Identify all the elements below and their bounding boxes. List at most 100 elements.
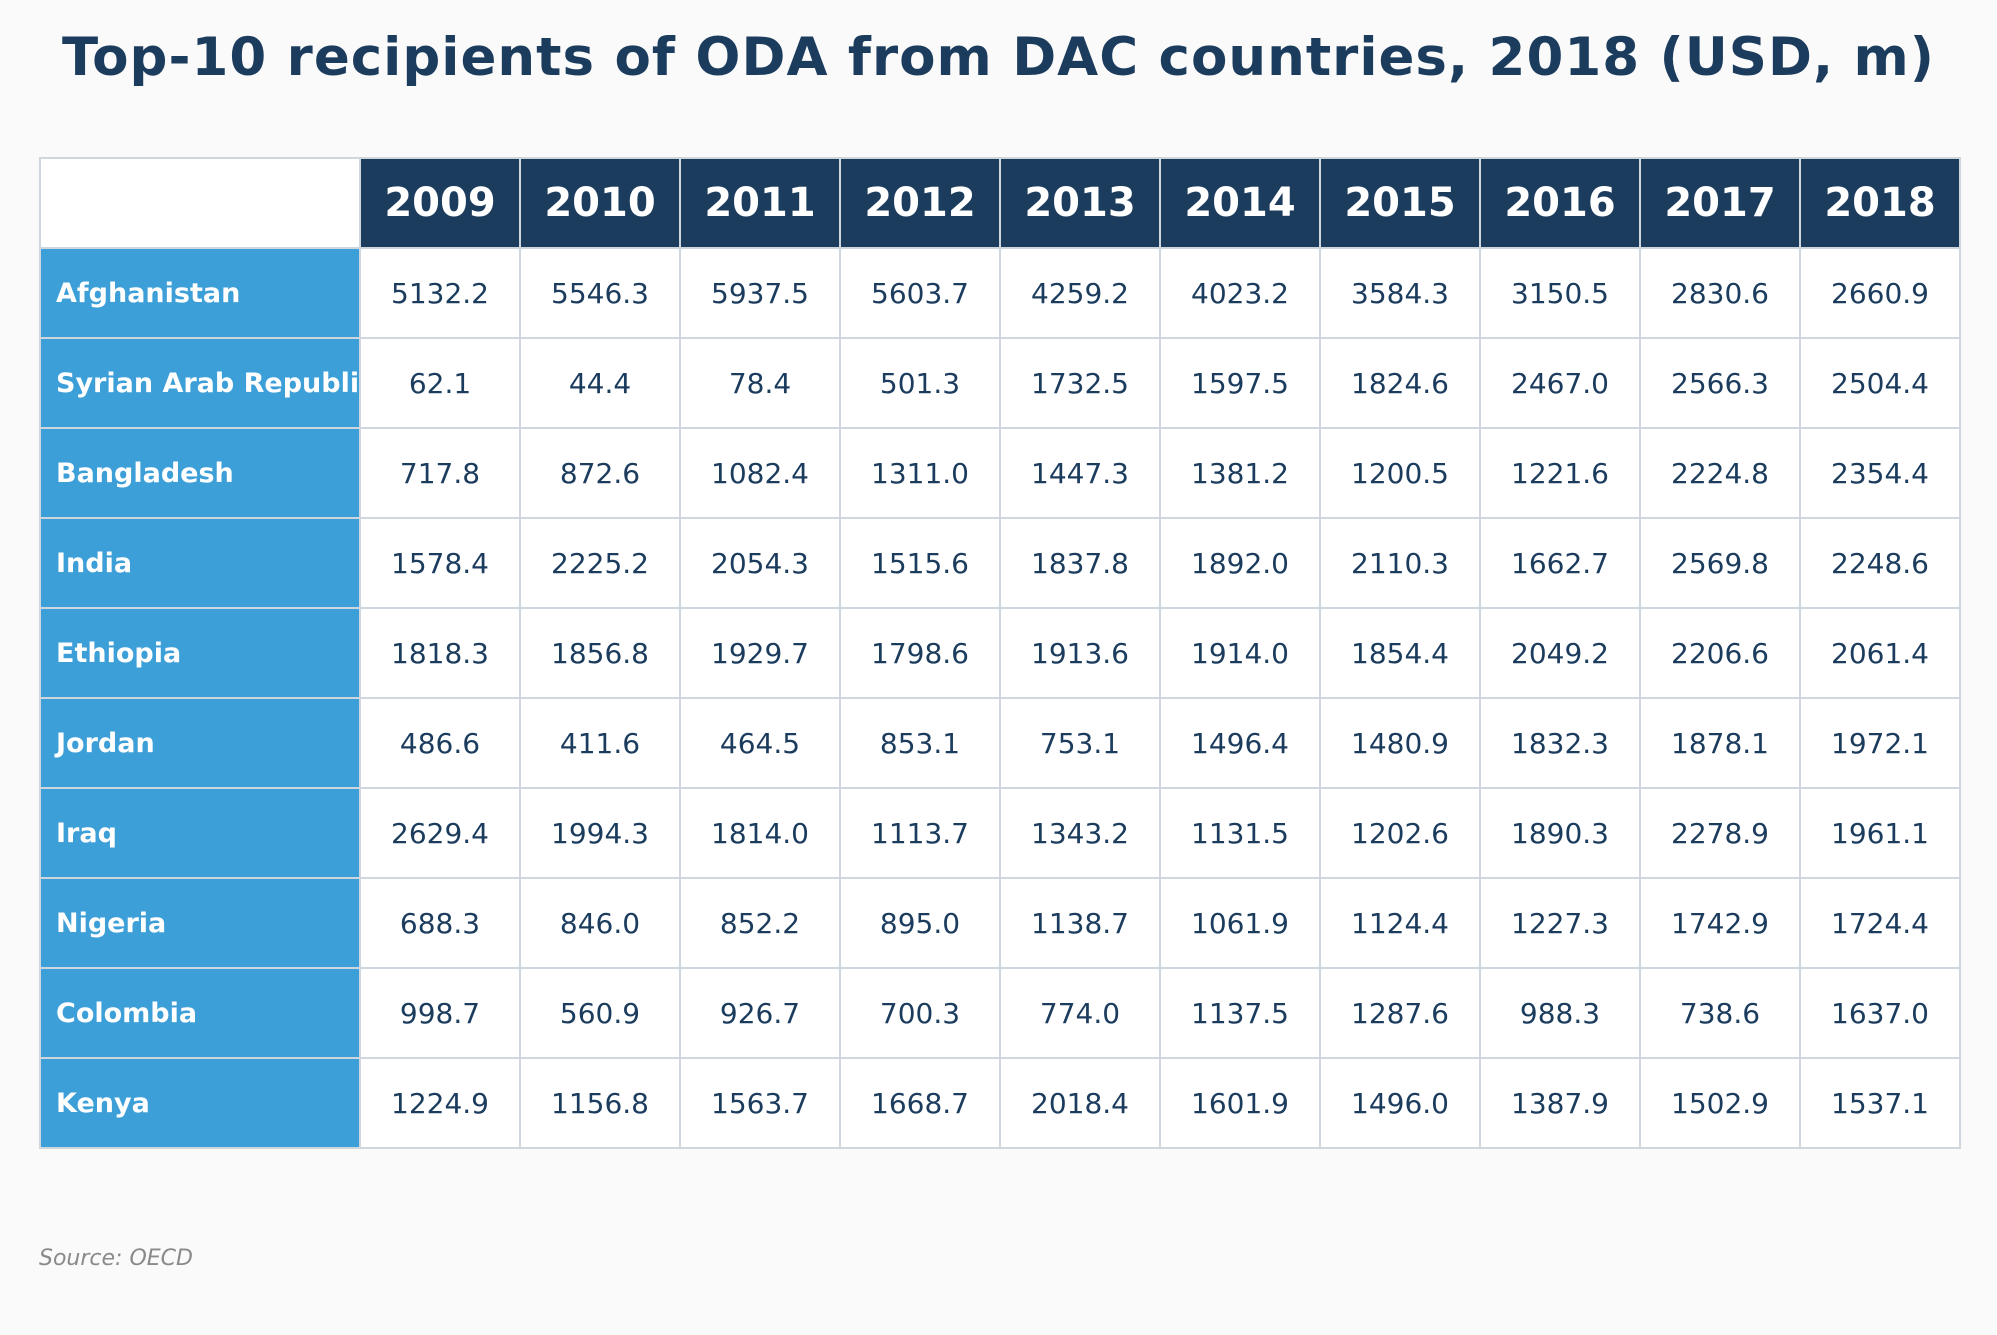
table-cell: 1563.7 <box>679 1057 841 1149</box>
table-cell: 846.0 <box>519 877 681 969</box>
table-cell: 464.5 <box>679 697 841 789</box>
table-cell: 1082.4 <box>679 427 841 519</box>
table-cell: 2018.4 <box>999 1057 1161 1149</box>
table-cell: 5132.2 <box>359 247 521 339</box>
column-header-2011: 2011 <box>679 157 841 249</box>
table-cell: 4023.2 <box>1159 247 1321 339</box>
table-cell: 2248.6 <box>1799 517 1961 609</box>
table-cell: 1156.8 <box>519 1057 681 1149</box>
table-cell: 1496.4 <box>1159 697 1321 789</box>
table-cell: 78.4 <box>679 337 841 429</box>
table-cell: 3150.5 <box>1479 247 1641 339</box>
table-cell: 1200.5 <box>1319 427 1481 519</box>
table-cell: 486.6 <box>359 697 521 789</box>
table-cell: 3584.3 <box>1319 247 1481 339</box>
table-cell: 700.3 <box>839 967 1001 1059</box>
row-label: India <box>39 517 361 609</box>
table-cell: 560.9 <box>519 967 681 1059</box>
table-cell: 1724.4 <box>1799 877 1961 969</box>
column-header-2017: 2017 <box>1639 157 1801 249</box>
table-cell: 2566.3 <box>1639 337 1801 429</box>
table-cell: 1496.0 <box>1319 1057 1481 1149</box>
table-cell: 1890.3 <box>1479 787 1641 879</box>
table-row: Iraq 2629.4 1994.3 1814.0 1113.7 1343.2 1131.5… <box>39 787 1961 879</box>
table-cell: 2225.2 <box>519 517 681 609</box>
table-cell: 988.3 <box>1479 967 1641 1059</box>
table-cell: 5603.7 <box>839 247 1001 339</box>
row-label: Bangladesh <box>39 427 361 519</box>
table-row: Bangladesh 717.8 872.6 1082.4 1311.0 1447.3 13… <box>39 427 1961 519</box>
table-cell: 853.1 <box>839 697 1001 789</box>
table-cell: 1856.8 <box>519 607 681 699</box>
table-cell: 1137.5 <box>1159 967 1321 1059</box>
column-header-2014: 2014 <box>1159 157 1321 249</box>
table-row: Ethiopia 1818.3 1856.8 1929.7 1798.6 1913.6 19… <box>39 607 1961 699</box>
table-cell: 62.1 <box>359 337 521 429</box>
table-cell: 1961.1 <box>1799 787 1961 879</box>
table-cell: 1131.5 <box>1159 787 1321 879</box>
table-cell: 738.6 <box>1639 967 1801 1059</box>
table-cell: 1138.7 <box>999 877 1161 969</box>
table-cell: 1202.6 <box>1319 787 1481 879</box>
table-cell: 1537.1 <box>1799 1057 1961 1149</box>
table-cell: 1878.1 <box>1639 697 1801 789</box>
table-cell: 1914.0 <box>1159 607 1321 699</box>
table-cell: 44.4 <box>519 337 681 429</box>
table-cell: 1113.7 <box>839 787 1001 879</box>
table-cell: 1447.3 <box>999 427 1161 519</box>
table-cell: 1837.8 <box>999 517 1161 609</box>
column-header-2012: 2012 <box>839 157 1001 249</box>
table-cell: 1597.5 <box>1159 337 1321 429</box>
table-cell: 2206.6 <box>1639 607 1801 699</box>
table-cell: 1578.4 <box>359 517 521 609</box>
table-cell: 1124.4 <box>1319 877 1481 969</box>
table-cell: 774.0 <box>999 967 1161 1059</box>
table-cell: 1814.0 <box>679 787 841 879</box>
column-header-2010: 2010 <box>519 157 681 249</box>
row-label: Iraq <box>39 787 361 879</box>
table-row: Afghanistan 5132.2 5546.3 5937.5 5603.7 4259.… <box>39 247 1961 339</box>
table-cell: 2278.9 <box>1639 787 1801 879</box>
table-cell: 5937.5 <box>679 247 841 339</box>
table-cell: 2354.4 <box>1799 427 1961 519</box>
table-cell: 2224.8 <box>1639 427 1801 519</box>
table-cell: 852.2 <box>679 877 841 969</box>
table-cell: 1994.3 <box>519 787 681 879</box>
table-cell: 2061.4 <box>1799 607 1961 699</box>
table-cell: 501.3 <box>839 337 1001 429</box>
corner-cell <box>39 157 361 249</box>
table-cell: 1221.6 <box>1479 427 1641 519</box>
table-cell: 4259.2 <box>999 247 1161 339</box>
table-cell: 926.7 <box>679 967 841 1059</box>
column-header-2016: 2016 <box>1479 157 1641 249</box>
table-cell: 2629.4 <box>359 787 521 879</box>
table-cell: 2467.0 <box>1479 337 1641 429</box>
table-cell: 717.8 <box>359 427 521 519</box>
row-label: Jordan <box>39 697 361 789</box>
table-cell: 1287.6 <box>1319 967 1481 1059</box>
row-label: Colombia <box>39 967 361 1059</box>
table-cell: 1854.4 <box>1319 607 1481 699</box>
table-cell: 2110.3 <box>1319 517 1481 609</box>
table-cell: 1637.0 <box>1799 967 1961 1059</box>
table-row: Syrian Arab Republic 62.1 44.4 78.4 501.3 173… <box>39 337 1961 429</box>
table-row: Jordan 486.6 411.6 464.5 853.1 753.1 1496.4 148… <box>39 697 1961 789</box>
table-cell: 1972.1 <box>1799 697 1961 789</box>
table-cell: 1502.9 <box>1639 1057 1801 1149</box>
table-cell: 2830.6 <box>1639 247 1801 339</box>
table-row: Kenya 1224.9 1156.8 1563.7 1668.7 2018.4 1601.… <box>39 1057 1961 1149</box>
table-cell: 1662.7 <box>1479 517 1641 609</box>
header-row: 2009 2010 2011 2012 2013 2014 2015 2016 2017 2018 <box>39 157 1961 249</box>
table-cell: 872.6 <box>519 427 681 519</box>
table-cell: 411.6 <box>519 697 681 789</box>
table-cell: 1913.6 <box>999 607 1161 699</box>
table-cell: 2049.2 <box>1479 607 1641 699</box>
table-cell: 1381.2 <box>1159 427 1321 519</box>
chart-title: Top-10 recipients of ODA from DAC countr… <box>62 27 1935 88</box>
table-cell: 1601.9 <box>1159 1057 1321 1149</box>
table-cell: 1668.7 <box>839 1057 1001 1149</box>
row-label: Afghanistan <box>39 247 361 339</box>
table-cell: 1892.0 <box>1159 517 1321 609</box>
table-cell: 1832.3 <box>1479 697 1641 789</box>
